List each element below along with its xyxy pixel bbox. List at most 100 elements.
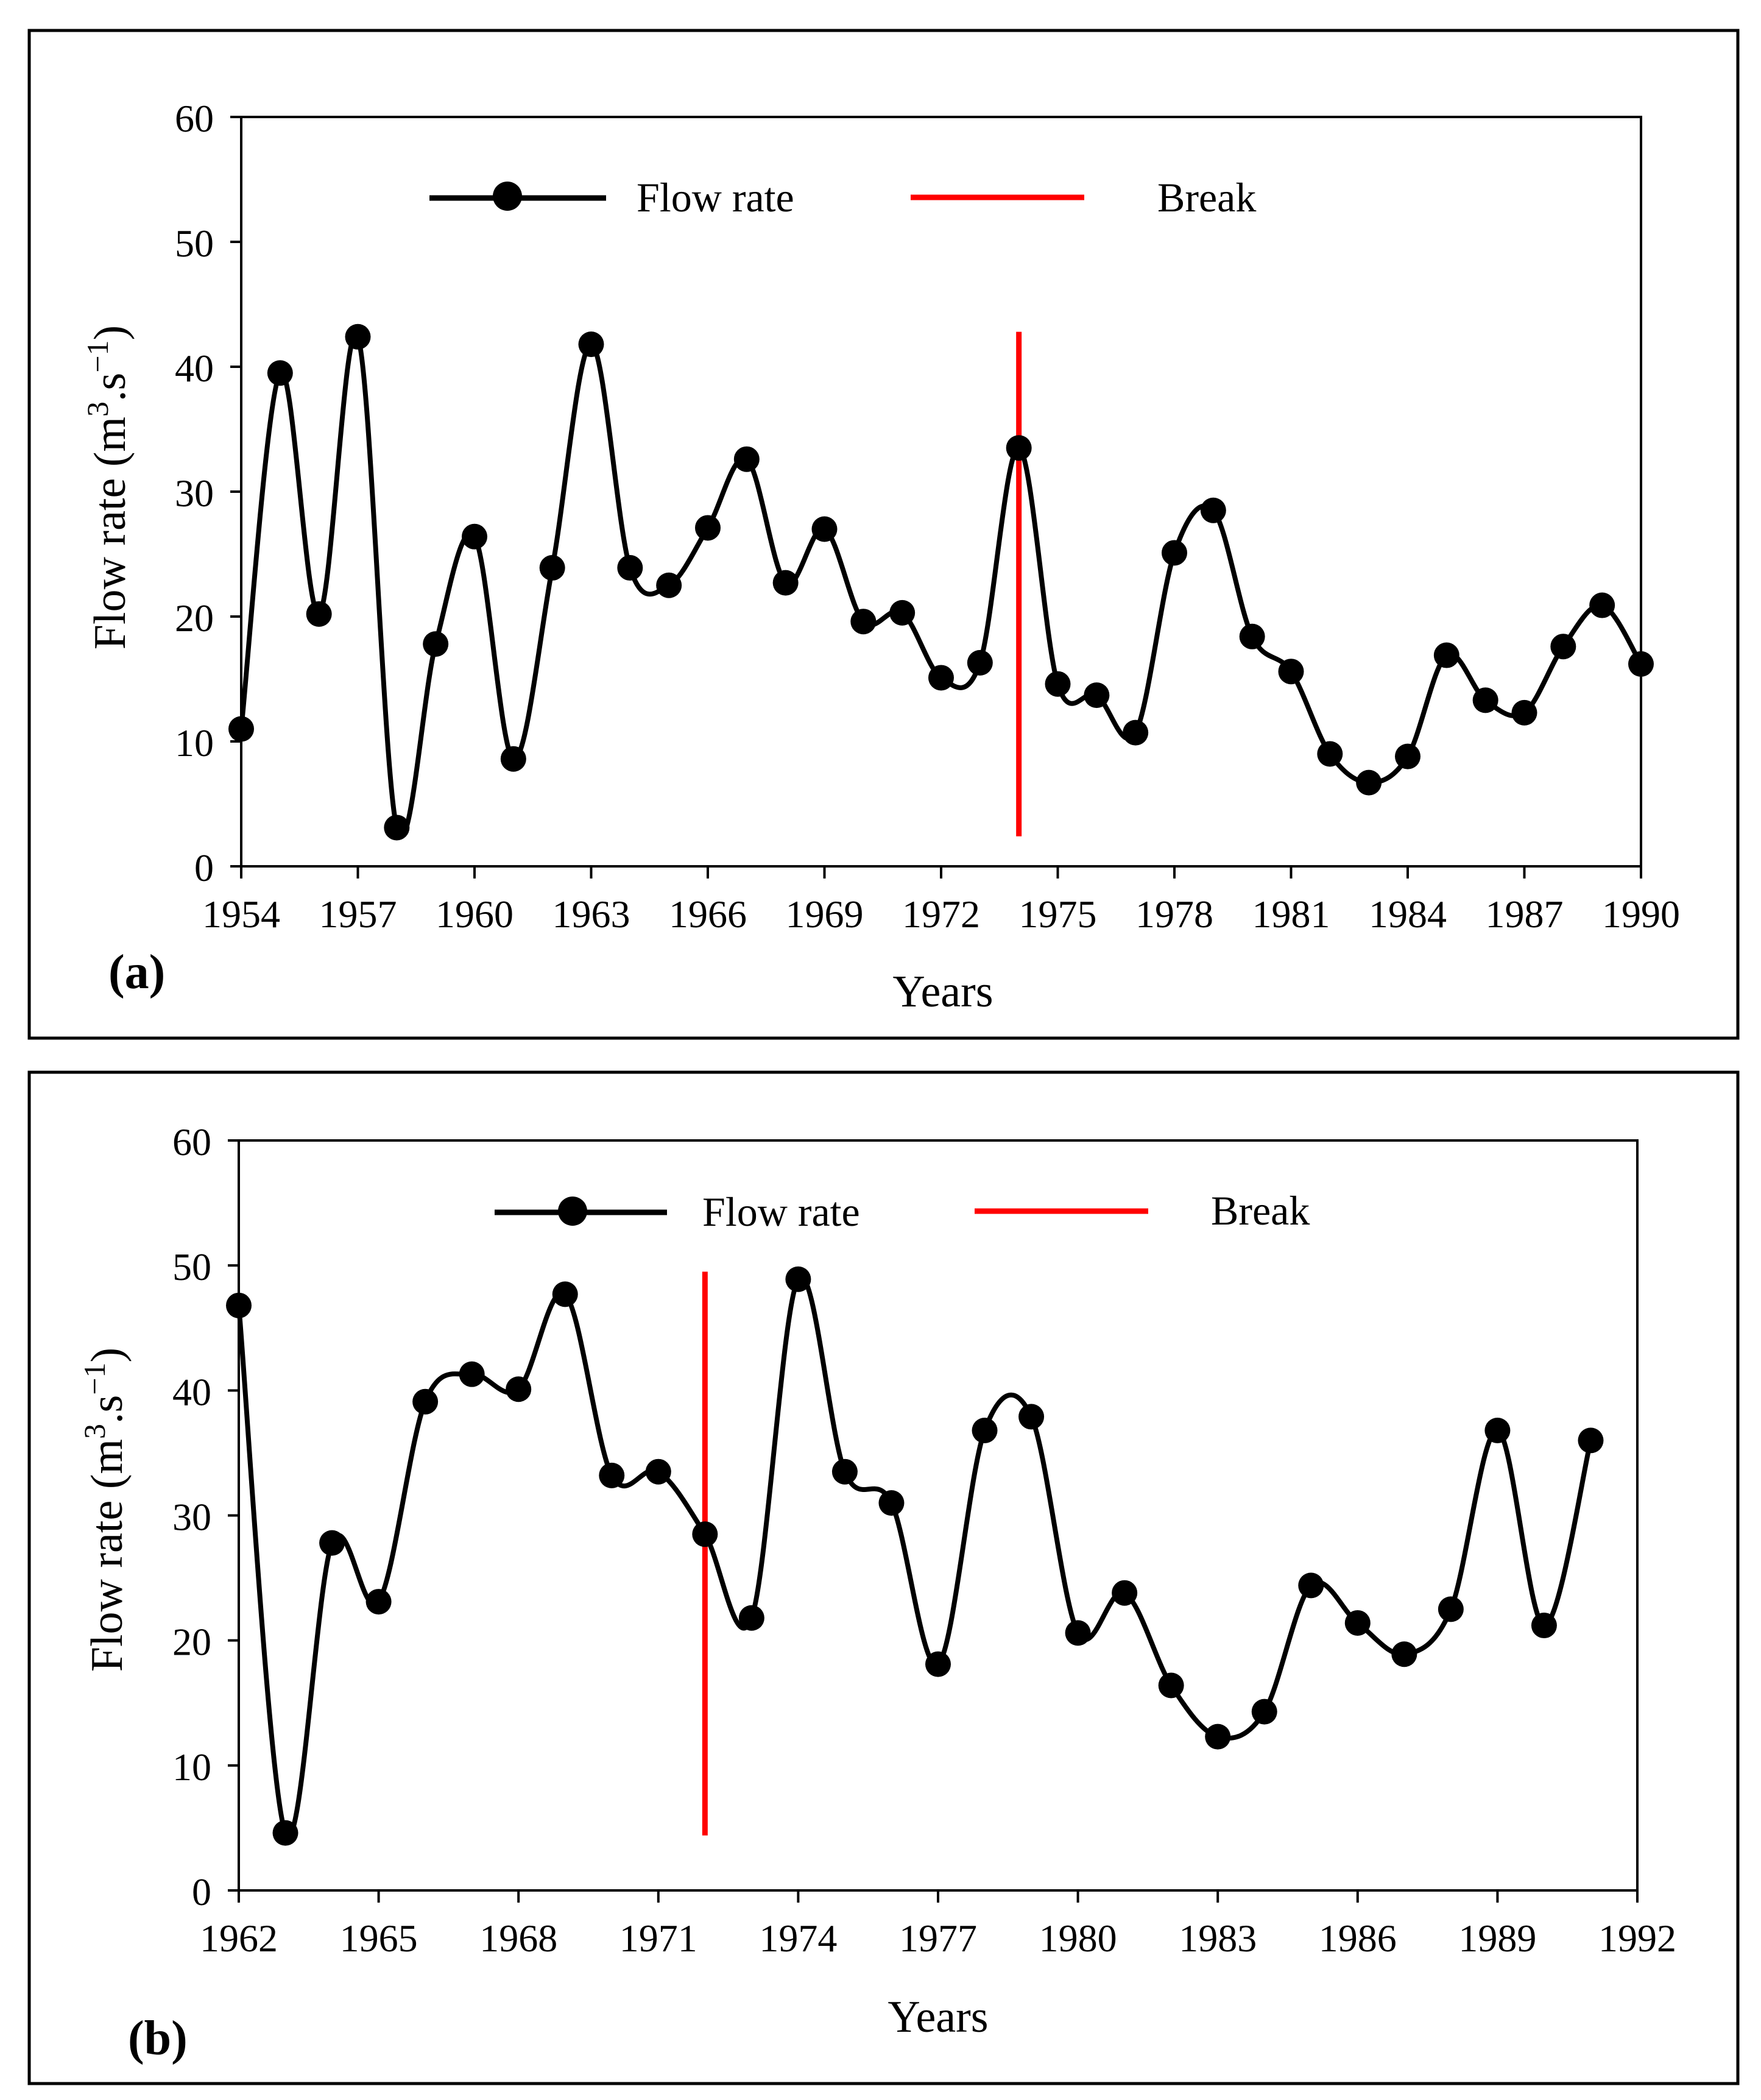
panel-b-legend-break-label: Break <box>1211 1187 1310 1234</box>
panel-b-data-point <box>925 1651 951 1677</box>
panel-b-data-point <box>785 1266 811 1292</box>
panel-a-data-point <box>1200 497 1226 523</box>
panel-b-y-axis-unit-sup1: 3 <box>77 1424 111 1439</box>
panel-a-x-tick-label: 1960 <box>436 893 513 936</box>
panel-a-data-point <box>462 523 487 550</box>
panel-a-y-tick-label: 60 <box>175 97 214 140</box>
panel-a-data-point <box>500 746 526 772</box>
panel-b-data-point <box>1484 1417 1511 1443</box>
panel-a-data-point <box>578 331 604 358</box>
panel-a-data-point <box>1317 741 1343 767</box>
panel-b-data-point <box>365 1589 392 1615</box>
panel-b-data-point <box>412 1388 439 1415</box>
panel-a-data-point <box>1511 699 1537 726</box>
panel-b-y-tick-label: 10 <box>172 1745 211 1789</box>
panel-b-data-point <box>1205 1723 1231 1750</box>
panel-a-data-point <box>267 360 293 386</box>
panel-b-y-tick-label: 60 <box>172 1120 211 1164</box>
panel-b-y-axis-label-main: Flow rate <box>82 1501 132 1672</box>
panel-a-data-point <box>1006 435 1032 461</box>
panel-a-data-point <box>772 570 799 596</box>
panel-b-y-ticks: 0 10 20 30 40 50 60 <box>172 1120 239 1914</box>
panel-a-y-tick-label: 0 <box>194 846 214 889</box>
panel-b-x-tick-label: 1989 <box>1458 1917 1536 1960</box>
panel-a-legend-series-marker <box>493 182 522 211</box>
panel-a-y-axis-label-main: Flow rate <box>85 478 135 650</box>
panel-a-y-axis-label: Flow rate (m3.s−1) <box>80 325 135 649</box>
panel-a-data-point <box>1356 769 1382 796</box>
panel-b-data-point <box>878 1490 905 1516</box>
panel-b-y-tick-label: 50 <box>172 1245 211 1289</box>
panel-a-x-tick-label: 1966 <box>669 893 747 936</box>
panel-a-y-tick-label: 40 <box>175 347 214 390</box>
panel-a-x-tick-label: 1978 <box>1135 893 1213 936</box>
panel-a-y-axis-unit-sup1: 3 <box>80 401 115 417</box>
panel-b-label: (b) <box>128 2012 188 2065</box>
panel-b-x-tick-label: 1974 <box>759 1917 837 1960</box>
panel-a-y-axis-unit-mid: .s <box>85 373 135 401</box>
panel-a-y-tick-label: 30 <box>175 472 214 515</box>
panel-a-data-point <box>811 516 838 542</box>
panel-a-data-point <box>1395 743 1420 769</box>
panel-a-data-point <box>384 815 410 841</box>
panel-a-y-ticks: 0 10 20 30 40 50 60 <box>175 97 241 889</box>
panel-a-x-tick-label: 1981 <box>1252 893 1330 936</box>
panel-b-legend-series-label: Flow rate <box>702 1189 860 1235</box>
panel-b-data-point <box>1391 1641 1417 1667</box>
panel-a-x-tick-label: 1954 <box>202 893 280 936</box>
panel-b-x-tick-label: 1971 <box>619 1917 697 1960</box>
panel-a-y-tick-label: 50 <box>175 222 214 265</box>
panel-b-data-point <box>1298 1572 1324 1599</box>
panel-b-data-point <box>552 1281 578 1307</box>
panel-a-data-point <box>1278 659 1304 685</box>
panel-b-legend: Flow rate Break <box>495 1187 1310 1235</box>
panel-a-data-point <box>1162 540 1187 566</box>
panel-a-data-point <box>1472 687 1498 713</box>
panel-a-x-tick-label: 1957 <box>319 893 397 936</box>
panel-a-data-point <box>889 599 916 626</box>
panel-a-data-point <box>539 555 565 581</box>
panel-b-x-tick-label: 1992 <box>1598 1917 1676 1960</box>
panel-b-x-tick-label: 1962 <box>200 1917 278 1960</box>
panel-b-data-point <box>319 1530 345 1556</box>
panel-b-x-axis-label: Years <box>888 1992 988 2042</box>
panel-a-data-point <box>967 649 993 676</box>
panel-b-flow-rate-points <box>226 1266 1604 1846</box>
panel-a-y-tick-label: 10 <box>175 721 214 765</box>
panel-b-data-point <box>1578 1427 1604 1454</box>
panel-a-x-ticks: 1954 1957 1960 1963 1966 1969 1972 1975 1978 1981… <box>202 866 1680 936</box>
panel-b-data-point <box>738 1605 764 1631</box>
panel-a-x-tick-label: 1963 <box>552 893 630 936</box>
panel-a-x-tick-label: 1972 <box>902 893 980 936</box>
panel-a-x-tick-label: 1969 <box>786 893 864 936</box>
panel-a-legend: Flow rate Break <box>429 174 1256 221</box>
panel-a-data-point <box>345 323 371 350</box>
panel-b-data-point <box>272 1820 298 1846</box>
panel-a-data-point <box>656 572 682 598</box>
panel-a-data-point <box>1239 623 1265 649</box>
panel-a-data-point <box>1589 592 1615 618</box>
panel-a-frame <box>27 29 1740 1040</box>
panel-a-data-point <box>617 555 643 581</box>
panel-a-data-point <box>306 601 332 627</box>
panel-b-data-point <box>972 1417 998 1443</box>
panel-b-frame <box>27 1070 1740 2085</box>
panel-b-y-tick-label: 20 <box>172 1621 211 1664</box>
panel-a-x-tick-label: 1990 <box>1602 893 1680 936</box>
panel-a-y-axis-unit-base: m <box>85 417 135 452</box>
panel-b-x-tick-label: 1977 <box>899 1917 977 1960</box>
panel-b-data-point <box>1438 1596 1464 1622</box>
panel-a-legend-series-label: Flow rate <box>637 174 794 221</box>
panel-a-x-tick-label: 1984 <box>1369 893 1447 936</box>
panel-a-data-point <box>1045 671 1071 697</box>
panel-b-y-tick-label: 40 <box>172 1370 211 1413</box>
panel-b-y-axis-unit-mid: .s <box>82 1395 132 1424</box>
panel-b-x-tick-label: 1968 <box>479 1917 557 1960</box>
panel-b-data-point <box>226 1292 252 1318</box>
panel-a-data-point <box>1084 682 1110 709</box>
panel-b-y-axis-label: Flow rate (m3.s−1) <box>77 1348 132 1672</box>
panel-b-x-tick-label: 1983 <box>1179 1917 1257 1960</box>
